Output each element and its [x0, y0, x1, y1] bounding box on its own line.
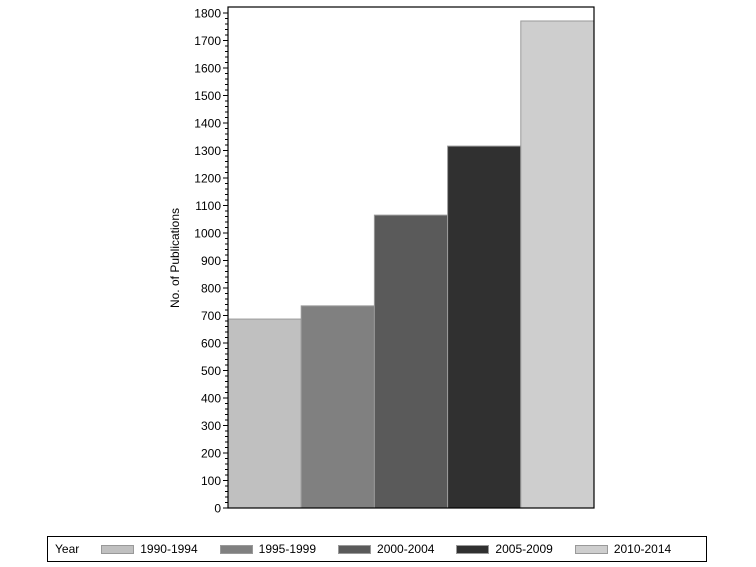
y-tick-label: 1300	[194, 144, 221, 158]
y-axis-label: No. of Publications	[168, 208, 182, 308]
legend-swatch	[219, 544, 253, 554]
y-tick-label: 1100	[195, 199, 221, 213]
y-tick-label: 1200	[194, 172, 221, 186]
legend: Year 1990-1994 1995-1999 2000-2004 2005-200…	[47, 536, 707, 562]
bars	[227, 20, 595, 509]
legend-title: Year	[55, 542, 80, 556]
legend-swatch	[574, 544, 608, 554]
bar-2010-2014	[520, 20, 595, 509]
y-tick-label: 600	[201, 337, 221, 351]
legend-swatch	[456, 544, 490, 554]
y-tick-label: 700	[201, 309, 221, 323]
legend-label: 1995-1999	[258, 542, 317, 556]
legend-label: 1990-1994	[140, 542, 198, 556]
y-tick-label: 200	[201, 447, 221, 461]
legend-swatch	[101, 544, 135, 554]
legend-label: 2010-2014	[613, 542, 672, 556]
y-tick-label: 100	[201, 474, 221, 488]
bar-1990-1994	[227, 318, 302, 509]
y-tick-label: 800	[201, 282, 221, 296]
legend-swatch	[338, 544, 372, 554]
legend-label: 2000-2004	[377, 542, 435, 556]
y-tick-label: 1800	[194, 7, 221, 21]
bar-2005-2009	[447, 145, 522, 509]
legend-item: 1990-1994	[101, 542, 198, 556]
y-tick-label: 1500	[194, 89, 221, 103]
legend-item: 2010-2014	[574, 542, 672, 556]
legend-item: 2000-2004	[338, 542, 434, 556]
y-tick-label: 300	[201, 419, 221, 433]
bar-1995-1999	[300, 305, 375, 509]
y-tick-label: 1600	[194, 62, 221, 76]
y-tick-label: 900	[201, 254, 221, 268]
y-tick-label: 0	[214, 502, 221, 516]
legend-label: 2005-2009	[495, 542, 553, 556]
legend-item: 2005-2009	[456, 542, 553, 556]
y-axis: 0 100 200 300 400 500 600 700 800 900 1000 1100 1200…	[194, 7, 228, 516]
y-tick-label: 1700	[194, 34, 221, 48]
y-tick-label: 500	[201, 364, 221, 378]
y-tick-label: 1400	[194, 117, 221, 131]
legend-item: 1995-1999	[219, 542, 317, 556]
bar-2000-2004	[373, 214, 449, 509]
y-tick-label: 1000	[194, 227, 221, 241]
plot-frame	[227, 6, 595, 509]
y-tick-label: 400	[201, 392, 221, 406]
